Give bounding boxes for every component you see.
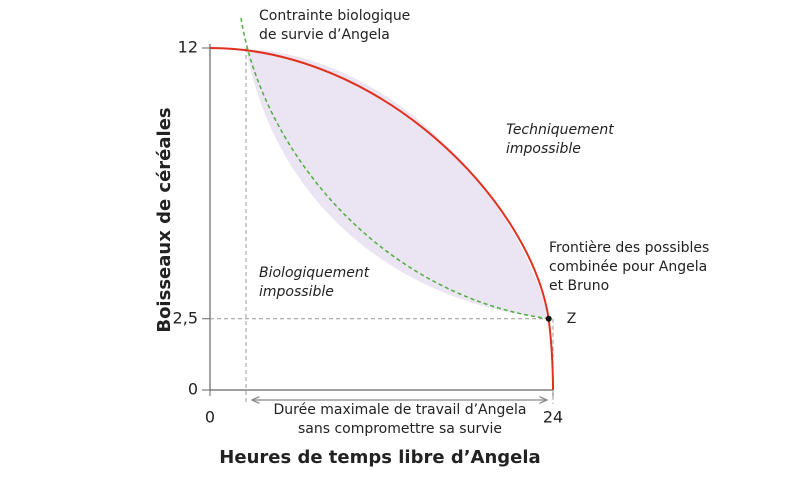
annotation: de survie d’Angela	[259, 27, 390, 43]
point-label: Z	[567, 311, 577, 327]
frontier	[209, 47, 554, 391]
annotation: impossible	[259, 284, 334, 300]
annotation: Frontière des possibles	[549, 240, 709, 256]
x-tick-label: 0	[205, 408, 215, 427]
point-z	[545, 315, 552, 322]
annotation: combinée pour Angela	[549, 259, 707, 275]
annotation: Biologiquement	[259, 265, 370, 281]
y-tick-label: 0	[188, 380, 198, 399]
annotation: Techniquement	[506, 122, 614, 138]
annotation: Durée maximale de travail d’Angela	[274, 402, 527, 418]
annotation: et Bruno	[549, 278, 609, 294]
annotation: Contrainte biologique	[259, 8, 410, 24]
x-axis-label: Heures de temps libre d’Angela	[219, 447, 540, 468]
feasible-area	[246, 49, 549, 319]
y-axis-label: Boisseaux de céréales	[154, 107, 175, 332]
x-tick-label: 24	[543, 408, 563, 427]
survival-constraint	[240, 17, 549, 320]
annotation: impossible	[506, 141, 581, 157]
y-tick-label: 12	[178, 38, 198, 57]
y-tick-label: 2,5	[173, 308, 198, 327]
annotation: sans compromettre sa survie	[298, 421, 502, 437]
